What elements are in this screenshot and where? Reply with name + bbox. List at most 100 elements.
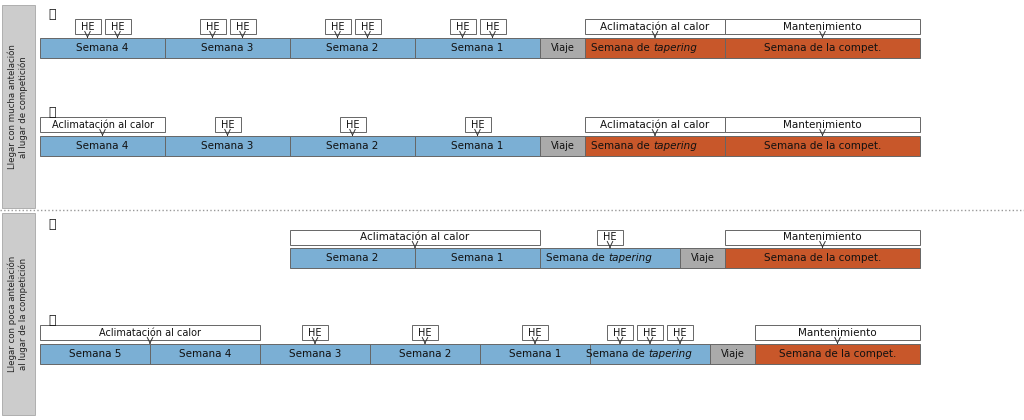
Text: tapering: tapering	[653, 43, 697, 53]
Bar	[412, 325, 438, 340]
Text: Llegar con poca antelación
al lugar de la competición: Llegar con poca antelación al lugar de l…	[8, 256, 29, 372]
Bar	[585, 136, 725, 156]
Text: Mantenimiento: Mantenimiento	[783, 21, 862, 32]
Bar	[680, 248, 725, 268]
Bar	[104, 19, 130, 34]
Text: tapering: tapering	[648, 349, 692, 359]
Bar	[479, 19, 506, 34]
Bar	[522, 325, 548, 340]
Bar	[590, 344, 710, 364]
Text: HE: HE	[111, 21, 124, 32]
Text: HE: HE	[673, 328, 687, 338]
Bar	[370, 344, 480, 364]
Text: HE: HE	[308, 328, 322, 338]
Text: Semana 4: Semana 4	[77, 43, 129, 53]
Text: Semana 2: Semana 2	[327, 253, 379, 263]
Bar	[200, 19, 225, 34]
Text: HE: HE	[418, 328, 432, 338]
Text: Ⓒ: Ⓒ	[48, 218, 55, 231]
Bar	[165, 38, 290, 58]
Bar	[710, 344, 755, 364]
Text: Semana 4: Semana 4	[77, 141, 129, 151]
Text: HE: HE	[236, 21, 249, 32]
Bar	[354, 19, 381, 34]
Text: Mantenimiento: Mantenimiento	[798, 328, 877, 338]
Text: Semana de: Semana de	[591, 43, 653, 53]
Text: Semana 1: Semana 1	[452, 43, 504, 53]
Text: Semana 3: Semana 3	[202, 141, 254, 151]
Text: Mantenimiento: Mantenimiento	[783, 233, 862, 242]
Bar	[585, 19, 725, 34]
Bar	[150, 344, 260, 364]
Bar	[40, 117, 165, 132]
Bar	[725, 38, 920, 58]
Bar	[290, 248, 415, 268]
Text: HE: HE	[221, 120, 234, 129]
Bar	[725, 136, 920, 156]
Bar	[40, 136, 165, 156]
Text: Viaje: Viaje	[721, 349, 744, 359]
Bar	[415, 248, 540, 268]
Text: Semana 5: Semana 5	[69, 349, 121, 359]
Bar	[585, 38, 725, 58]
Text: Ⓓ: Ⓓ	[48, 313, 55, 326]
Bar	[540, 248, 680, 268]
Bar	[725, 248, 920, 268]
Text: Aclimatación al calor: Aclimatación al calor	[360, 233, 470, 242]
Text: Aclimatación al calor: Aclimatación al calor	[51, 120, 154, 129]
Text: HE: HE	[603, 233, 616, 242]
Text: HE: HE	[528, 328, 542, 338]
Bar	[75, 19, 100, 34]
Text: HE: HE	[456, 21, 469, 32]
Bar	[607, 325, 633, 340]
Text: HE: HE	[643, 328, 656, 338]
Bar	[540, 136, 585, 156]
Bar	[725, 19, 920, 34]
Text: tapering: tapering	[653, 141, 697, 151]
Bar	[480, 344, 590, 364]
Text: HE: HE	[613, 328, 627, 338]
Bar	[165, 136, 290, 156]
Text: Semana 1: Semana 1	[452, 253, 504, 263]
Text: Semana de la compet.: Semana de la compet.	[779, 349, 896, 359]
Bar	[40, 38, 165, 58]
Bar	[340, 117, 366, 132]
Bar	[214, 117, 241, 132]
Bar	[229, 19, 256, 34]
Bar	[290, 230, 540, 245]
Text: HE: HE	[360, 21, 374, 32]
Text: Semana 1: Semana 1	[509, 349, 561, 359]
Text: HE: HE	[206, 21, 219, 32]
Text: Semana 3: Semana 3	[289, 349, 341, 359]
Bar	[302, 325, 328, 340]
Text: Viaje: Viaje	[551, 141, 574, 151]
Text: Aclimatación al calor: Aclimatación al calor	[99, 328, 201, 338]
Text: HE: HE	[471, 120, 484, 129]
Text: Semana de: Semana de	[586, 349, 648, 359]
Text: Mantenimiento: Mantenimiento	[783, 120, 862, 129]
Text: Aclimatación al calor: Aclimatación al calor	[600, 21, 710, 32]
Bar	[755, 325, 920, 340]
Text: Semana de la compet.: Semana de la compet.	[764, 141, 882, 151]
Text: Aclimatación al calor: Aclimatación al calor	[600, 120, 710, 129]
Bar	[415, 136, 540, 156]
Bar	[465, 117, 490, 132]
Text: Semana de la compet.: Semana de la compet.	[764, 253, 882, 263]
Bar	[325, 19, 350, 34]
Text: Semana de: Semana de	[591, 141, 653, 151]
Text: tapering: tapering	[608, 253, 652, 263]
Bar	[585, 117, 725, 132]
Bar	[597, 230, 623, 245]
Bar	[2, 5, 35, 208]
Text: Ⓐ: Ⓐ	[48, 8, 55, 21]
Bar	[40, 344, 150, 364]
Text: HE: HE	[331, 21, 344, 32]
Text: Ⓑ: Ⓑ	[48, 105, 55, 118]
Text: Semana 4: Semana 4	[179, 349, 231, 359]
Bar	[637, 325, 663, 340]
Bar	[725, 117, 920, 132]
Bar	[667, 325, 693, 340]
Bar	[40, 325, 260, 340]
Bar	[540, 38, 585, 58]
Text: HE: HE	[81, 21, 94, 32]
